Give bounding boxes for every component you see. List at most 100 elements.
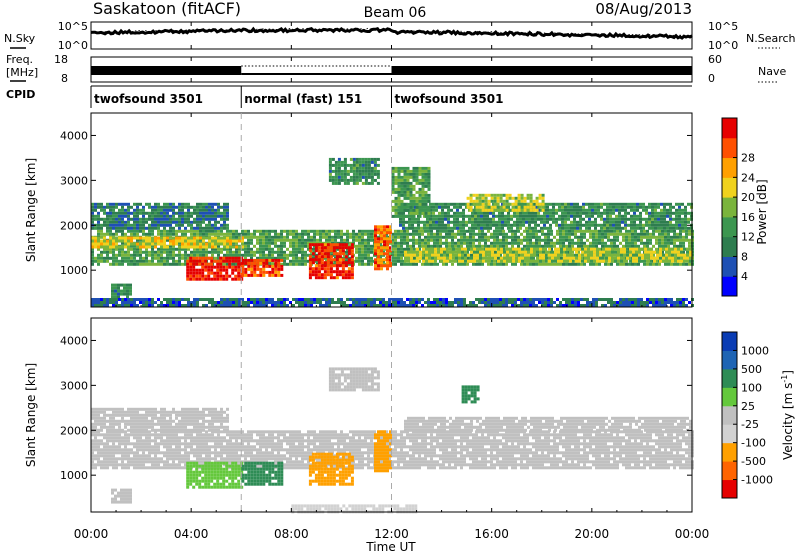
heatmap-cell (280, 298, 283, 301)
heatmap-cell (530, 247, 533, 251)
heatmap-cell (403, 232, 406, 236)
heatmap-cell (406, 214, 410, 218)
heatmap-cell (124, 223, 127, 227)
heatmap-cell (259, 235, 262, 239)
heatmap-cell (689, 253, 692, 257)
heatmap-cell (555, 211, 558, 215)
heatmap-cell (403, 214, 407, 218)
heatmap-cell (190, 214, 193, 218)
heatmap-cell (400, 214, 404, 218)
heatmap-cell (481, 235, 484, 239)
heatmap-cell (97, 256, 100, 260)
heatmap-cell (175, 247, 178, 251)
heatmap-cell (624, 226, 627, 230)
heatmap-cell (178, 226, 181, 230)
heatmap-cell (658, 241, 661, 245)
heatmap-cell (546, 226, 549, 230)
heatmap-cell (181, 242, 184, 246)
heatmap-cell (256, 261, 260, 265)
heatmap-cell (91, 298, 94, 301)
heatmap-cell (187, 236, 190, 240)
heatmap-cell (307, 229, 310, 233)
heatmap-cell (531, 211, 534, 215)
heatmap-cell (376, 298, 379, 301)
heatmap-cell (350, 252, 354, 256)
heatmap-cell (683, 259, 686, 263)
heatmap-cell (229, 304, 232, 307)
heatmap-cell (106, 304, 109, 307)
heatmap-cell (592, 232, 595, 236)
heatmap-cell (472, 202, 476, 206)
heatmap-cell (121, 226, 124, 230)
heatmap-cell (184, 226, 187, 230)
heatmap-cell (211, 298, 214, 301)
heatmap-cell (103, 298, 106, 301)
heatmap-cell (231, 271, 235, 275)
heatmap-cell (355, 169, 359, 173)
heatmap-cell (358, 241, 361, 245)
heatmap-cell (576, 205, 579, 209)
heatmap-cell (292, 250, 295, 254)
heatmap-cell (127, 262, 130, 266)
heatmap-cell (490, 241, 493, 245)
heatmap-cell (235, 241, 238, 245)
heatmap-cell (630, 223, 633, 227)
heatmap-cell (492, 223, 495, 227)
heatmap-cell (157, 232, 160, 236)
heatmap-cell (349, 298, 352, 301)
heatmap-cell (520, 238, 523, 242)
heatmap-cell (208, 239, 211, 243)
heatmap-cell (627, 205, 630, 209)
heatmap-cell (517, 253, 520, 257)
heatmap-cell (619, 229, 622, 233)
heatmap-cell (111, 283, 114, 287)
heatmap-cell (441, 220, 444, 224)
heatmap-cell (579, 220, 582, 224)
heatmap-cell (268, 298, 271, 301)
heatmap-cell (335, 267, 339, 271)
heatmap-cell (421, 238, 424, 242)
heatmap-cell (121, 239, 124, 243)
heatmap-cell (486, 217, 489, 221)
heatmap-cell (298, 238, 301, 242)
heatmap-cell (383, 225, 386, 229)
heatmap-cell (337, 169, 341, 173)
heatmap-cell (546, 211, 549, 215)
heatmap-cell (511, 196, 515, 200)
heatmap-cell (142, 226, 145, 230)
freq-right-tick-bottom: 0 (708, 72, 715, 85)
heatmap-cell (585, 223, 588, 227)
heatmap-cell (660, 211, 663, 215)
heatmap-cell (548, 259, 551, 263)
heatmap-cell (157, 250, 160, 254)
heatmap-cell (627, 202, 630, 206)
heatmap-cell (157, 217, 160, 221)
heatmap-cell (391, 256, 394, 260)
heatmap-cell (289, 241, 292, 245)
heatmap-cell (380, 267, 383, 271)
heatmap-cell (462, 202, 465, 206)
heatmap-cell (403, 304, 406, 307)
heatmap-cell (636, 214, 639, 218)
heatmap-cell (220, 205, 223, 209)
heatmap-cell (223, 217, 226, 221)
heatmap-cell (367, 166, 371, 170)
heatmap-cell (127, 217, 130, 221)
heatmap-cell (497, 253, 500, 257)
heatmap-cell (237, 265, 241, 269)
heatmap-cell (136, 220, 139, 224)
heatmap-cell (434, 259, 437, 263)
heatmap-cell (427, 181, 431, 185)
heatmap-cell (148, 211, 151, 215)
heatmap-cell (618, 202, 621, 206)
heatmap-cell (682, 262, 685, 266)
heatmap-cell (421, 262, 424, 266)
heatmap-cell (117, 292, 120, 296)
heatmap-cell (172, 250, 175, 254)
heatmap-cell (492, 217, 495, 221)
heatmap-cell (573, 205, 576, 209)
heatmap-cell (232, 262, 235, 266)
heatmap-cell (352, 229, 355, 233)
heatmap-cell (199, 245, 202, 249)
heatmap-cell (642, 202, 645, 206)
